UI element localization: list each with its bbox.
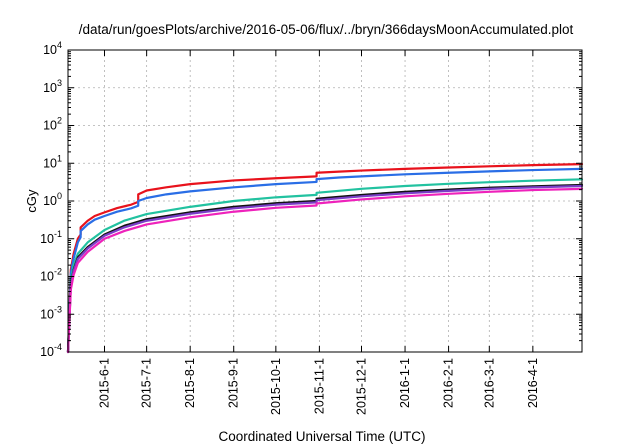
series-line-6 — [66, 187, 584, 354]
x-tick-label: 2016-4-1 — [526, 358, 540, 408]
y-tick-label: 100 — [43, 191, 62, 208]
x-tick-label: 2015-9-1 — [227, 358, 241, 408]
y-tick-label: 10-3 — [40, 304, 62, 321]
series-line-4 — [66, 183, 584, 354]
x-tick-label: 2016-1-1 — [398, 358, 412, 408]
y-tick-label: 10-2 — [40, 267, 62, 284]
x-tick-label: 2015-7-1 — [140, 358, 154, 408]
x-axis: 2015-6-1 2015-7-1 2015-8-1 2015-9-1 2015-10-… — [98, 50, 540, 415]
x-tick-label: 2015-10-1 — [269, 358, 283, 415]
y-axis-label: cGy — [24, 189, 39, 213]
series-line-3 — [66, 178, 584, 354]
x-tick-label: 2015-6-1 — [98, 358, 112, 408]
y-tick-label: 104 — [43, 40, 62, 57]
grid — [68, 50, 582, 352]
y-tick-label: 10-1 — [40, 229, 62, 246]
x-tick-label: 2015-12-1 — [355, 358, 369, 415]
series-line-2 — [66, 167, 584, 354]
y-tick-label: 102 — [43, 116, 62, 133]
y-tick-label: 103 — [43, 78, 62, 95]
chart-title: /data/run/goesPlots/archive/2016-05-06/f… — [79, 22, 574, 37]
x-tick-label: 2016-2-1 — [442, 358, 456, 408]
x-axis-label: Coordinated Universal Time (UTC) — [218, 429, 425, 444]
y-tick-label: 10-4 — [40, 342, 62, 359]
x-tick-label: 2015-8-1 — [183, 358, 197, 408]
y-axis: 10-4 10-3 10-2 10-1 100 101 102 103 104 — [40, 40, 582, 359]
x-tick-label: 2015-11-1 — [312, 358, 326, 414]
x-tick-label: 2016-3-1 — [482, 358, 496, 408]
series-line-5 — [66, 184, 584, 354]
series-layer — [66, 162, 584, 354]
y-tick-label: 101 — [43, 153, 62, 170]
